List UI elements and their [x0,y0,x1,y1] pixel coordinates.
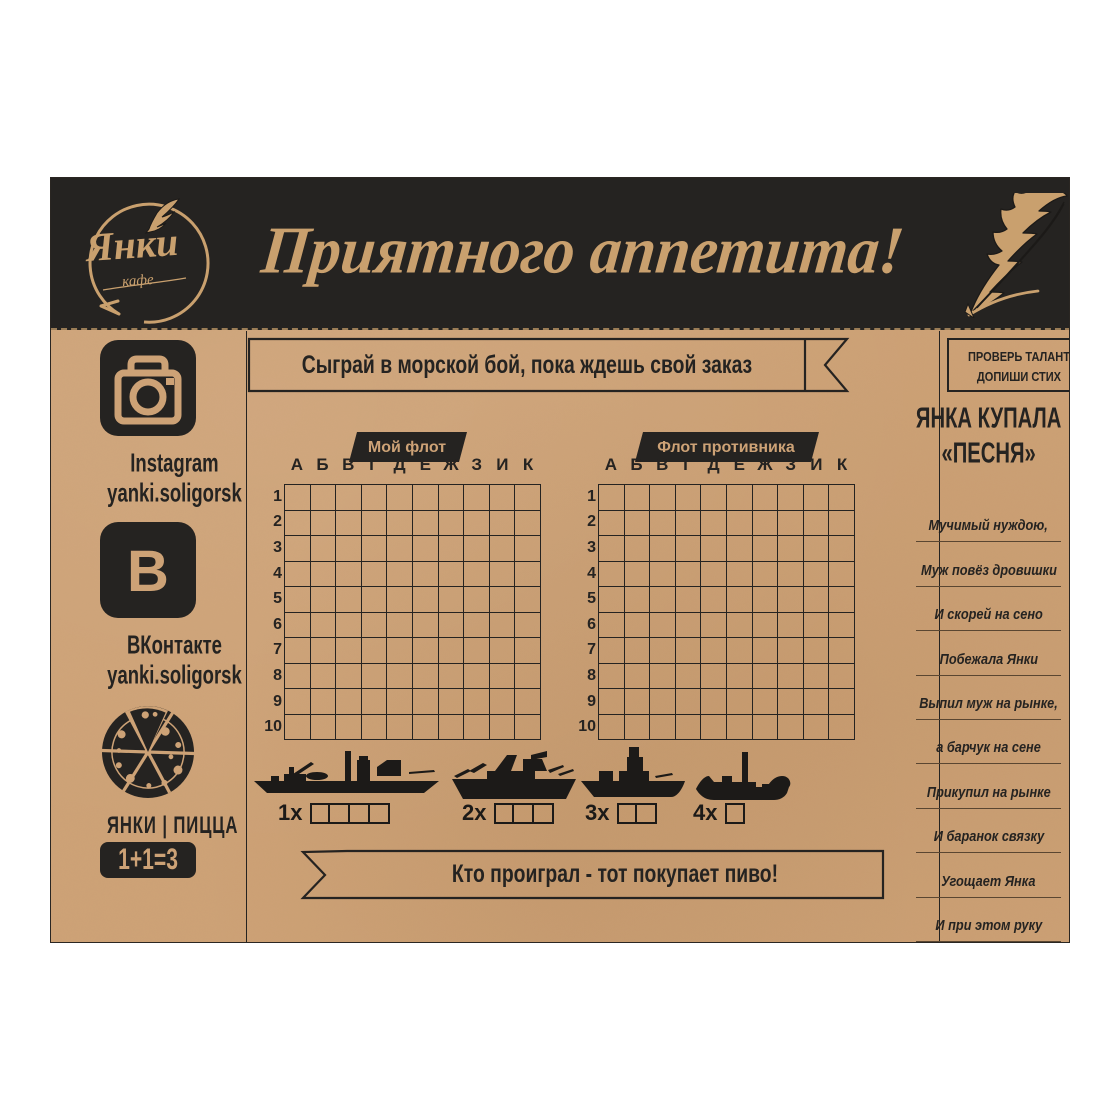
svg-text:B: B [127,539,169,604]
svg-text:ПРОВЕРЬ ТАЛАНТ: ПРОВЕРЬ ТАЛАНТ [968,349,1070,364]
svg-text:Мой флот: Мой флот [368,439,446,456]
svg-text:Кто проиграл - тот покупает пи: Кто проиграл - тот покупает пиво! [452,860,778,888]
svg-text:Сыграй в морской бой, пока жде: Сыграй в морской бой, пока ждешь свой за… [302,351,752,379]
svg-text:Флот противника: Флот противника [657,439,795,456]
svg-text:ДОПИШИ СТИХ: ДОПИШИ СТИХ [977,369,1061,384]
